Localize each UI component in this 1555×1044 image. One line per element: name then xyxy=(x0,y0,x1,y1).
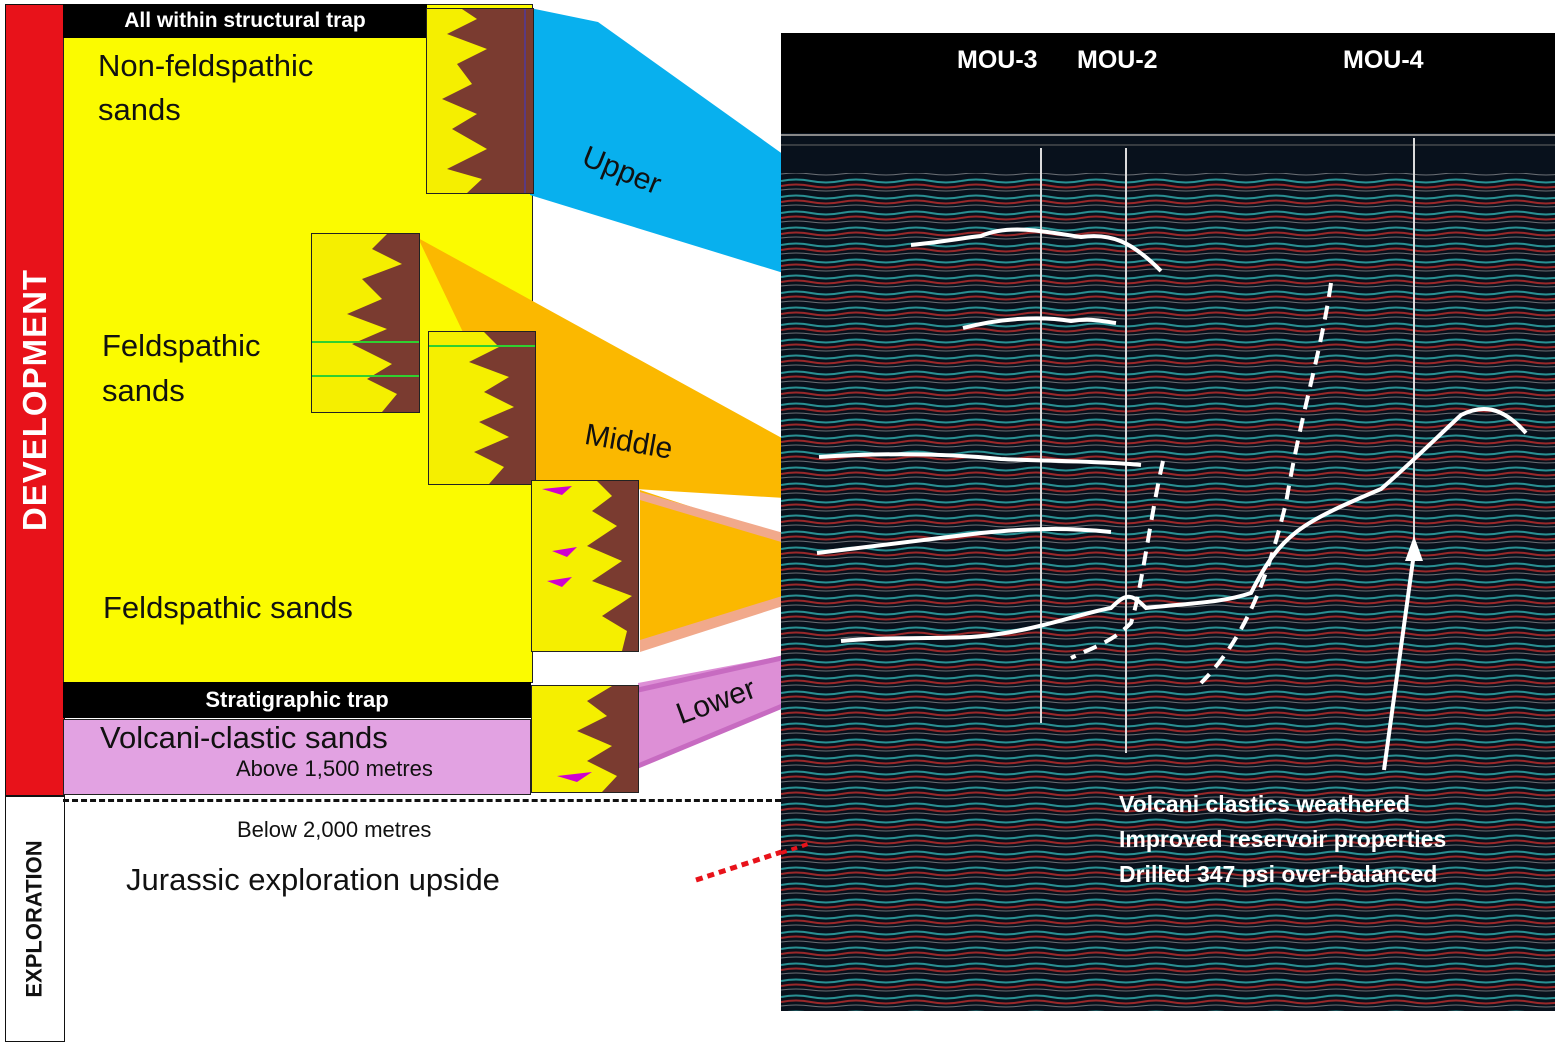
note-weathered: Volcani clastics weathered xyxy=(1119,791,1411,817)
depth-boundary-dashed-line xyxy=(63,799,781,802)
stratigraphic-trap-banner: Stratigraphic trap xyxy=(63,682,531,718)
unit-volcaniclastic-label: Volcani-clastic sands xyxy=(100,720,388,755)
well-log-strip-3 xyxy=(428,331,536,485)
well-log-strip-5 xyxy=(531,685,639,793)
lower-zone-label: Lower xyxy=(672,672,761,732)
depth-below-label: Below 2,000 metres xyxy=(237,817,432,842)
seismic-notes: Volcani clastics weathered Improved rese… xyxy=(1119,787,1446,892)
well-log-strip-1 xyxy=(426,8,534,194)
development-bar: DEVELOPMENT xyxy=(5,4,65,796)
unit-nonfeldspathic-label: Non-feldspathic sands xyxy=(98,48,314,127)
well-label-mou3: MOU-3 xyxy=(957,46,1038,74)
well-label-mou2: MOU-2 xyxy=(1077,46,1158,74)
well-log-strip-4 xyxy=(531,480,639,652)
depth-above-label: Above 1,500 metres xyxy=(236,756,433,781)
development-label: DEVELOPMENT xyxy=(16,268,54,532)
jurassic-label: Jurassic exploration upside xyxy=(126,862,500,897)
note-reservoir: Improved reservoir properties xyxy=(1119,826,1447,852)
exploration-bar: EXPLORATION xyxy=(5,796,65,1042)
middle-zone-label: Middle xyxy=(582,418,676,466)
well-log-strip-2 xyxy=(311,233,420,413)
seismic-section: MOU-3 MOU-2 MOU-4 Volcani clastics weath… xyxy=(781,33,1555,1011)
volcaniclastic-unit xyxy=(63,719,531,795)
note-drilled: Drilled 347 psi over-balanced xyxy=(1119,861,1438,887)
upper-zone-label: Upper xyxy=(577,140,666,202)
unit-feldspathic-upper-label: Feldspathic sands xyxy=(102,328,261,408)
exploration-label: EXPLORATION xyxy=(22,840,48,998)
structural-trap-banner: All within structural trap xyxy=(63,4,427,38)
well-label-mou4: MOU-4 xyxy=(1343,46,1424,74)
unit-feldspathic-lower-label: Feldspathic sands xyxy=(103,590,353,625)
well-label-header xyxy=(936,38,1466,100)
